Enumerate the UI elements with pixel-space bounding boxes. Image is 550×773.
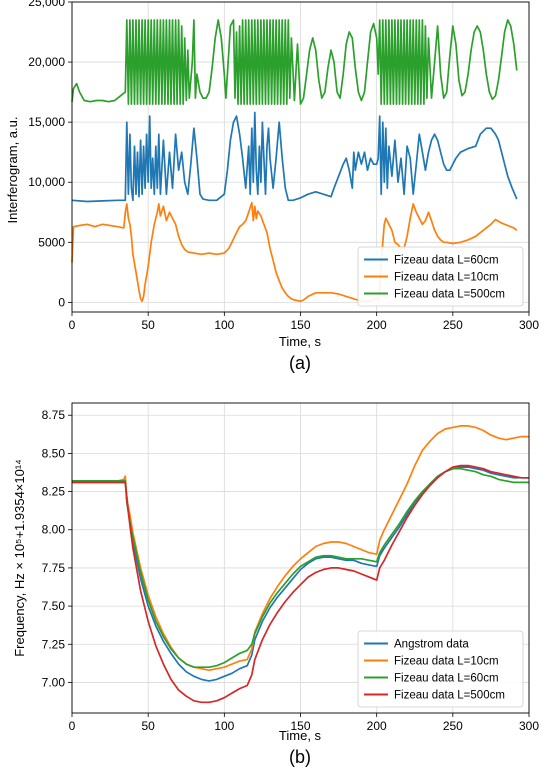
series-line-3 <box>71 19 518 105</box>
x-tick-label: 0 <box>69 318 76 332</box>
x-tick-label: 50 <box>141 719 155 733</box>
x-tick-label: 50 <box>141 318 155 332</box>
y-tick-label: 8.00 <box>42 523 66 537</box>
x-axis-label-a: Time, s <box>279 334 322 349</box>
x-tick-label: 200 <box>367 318 387 332</box>
x-tick-label: 200 <box>367 719 387 733</box>
y-tick-label: 25,000 <box>28 0 65 9</box>
x-ticks-a: 0 50 100 150 200 250 300 <box>69 312 539 332</box>
y-ticks-a: 0 5000 10,000 15,000 20,000 25,000 <box>28 0 72 309</box>
legend-box <box>357 246 524 307</box>
series-line-1 <box>71 111 518 203</box>
x-axis-label-b: Time, s <box>279 728 322 743</box>
x-tick-label: 0 <box>69 719 76 733</box>
series-line-3 <box>72 467 529 669</box>
y-tick-label: 15,000 <box>28 115 65 129</box>
series-line-4 <box>72 464 529 704</box>
series-line-2 <box>72 425 529 672</box>
series-group-a <box>71 19 518 303</box>
legend-a: Fizeau data L=60cm Fizeau data L=10cm Fize… <box>357 246 524 307</box>
x-tick-label: 150 <box>290 318 310 332</box>
chart-panel-b: 0 50 100 150 200 250 300 7.00 7.25 7.50 7.75 8.00 8… <box>12 402 539 767</box>
series-group-b <box>72 425 529 704</box>
panel-label-b: (b) <box>289 747 311 767</box>
y-tick-label: 8.50 <box>42 446 66 460</box>
legend-entry-4: Fizeau data L=500cm <box>394 690 505 702</box>
legend-box <box>357 630 524 708</box>
legend-entry-3: Fizeau data L=60cm <box>394 673 499 685</box>
y-ticks-b: 7.00 7.25 7.50 7.75 8.00 8.25 8.50 8.75 <box>42 408 72 689</box>
y-tick-label: 20,000 <box>28 55 65 69</box>
series-line-2 <box>71 201 518 303</box>
y-tick-label: 10,000 <box>28 175 65 189</box>
legend-entry-2: Fizeau data L=10cm <box>394 656 499 668</box>
y-tick-label: 7.50 <box>42 599 66 613</box>
y-tick-label: 8.25 <box>42 485 66 499</box>
y-tick-label: 5000 <box>38 235 65 249</box>
x-tick-label: 250 <box>443 318 463 332</box>
y-axis-label-b: Frequency, Hz × 10⁵+1.9354×10¹⁴ <box>12 459 27 657</box>
legend-b: Angstrom data Fizeau data L=10cm Fizeau da… <box>357 630 524 708</box>
legend-entry-2: Fizeau data L=10cm <box>394 272 499 284</box>
legend-entry-1: Angstrom data <box>394 639 469 651</box>
x-tick-label: 100 <box>214 318 234 332</box>
y-tick-label: 7.00 <box>42 675 66 689</box>
legend-entry-1: Fizeau data L=60cm <box>394 255 499 267</box>
x-ticks-b: 0 50 100 150 200 250 300 <box>69 713 539 733</box>
y-tick-label: 8.75 <box>42 408 66 422</box>
x-tick-label: 100 <box>214 719 234 733</box>
y-tick-label: 7.25 <box>42 637 66 651</box>
chart-panel-a: 0 50 100 150 200 250 300 0 5000 10,000 15,000 20,0… <box>5 0 539 373</box>
x-tick-label: 150 <box>290 719 310 733</box>
legend-entry-3: Fizeau data L=500cm <box>394 289 505 301</box>
y-tick-label: 7.75 <box>42 561 66 575</box>
y-tick-label: 0 <box>58 295 65 309</box>
x-tick-label: 250 <box>443 719 463 733</box>
panel-label-a: (a) <box>289 353 311 373</box>
x-tick-label: 300 <box>519 719 539 733</box>
y-axis-label-a: Interferogram, a.u. <box>5 117 20 224</box>
x-tick-label: 300 <box>519 318 539 332</box>
